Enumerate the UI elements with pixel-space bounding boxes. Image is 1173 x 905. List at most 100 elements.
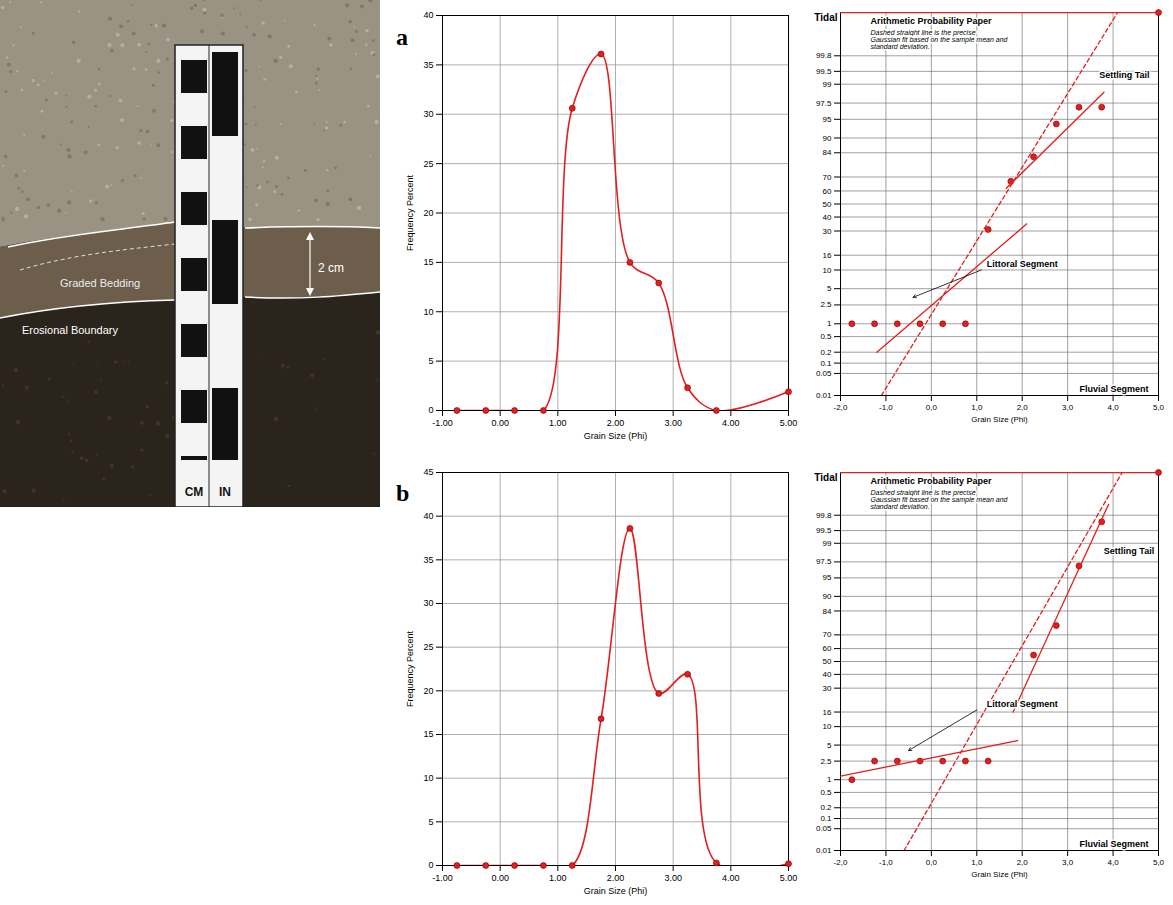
svg-text:Grain Size (Phi): Grain Size (Phi) [971,415,1028,424]
svg-text:5: 5 [428,817,433,827]
svg-text:95: 95 [823,115,832,124]
svg-text:Dashed straight line is the pr: Dashed straight line is the preciseGauss… [871,29,1009,50]
svg-text:45: 45 [423,467,433,477]
svg-text:35: 35 [423,555,433,565]
svg-text:30: 30 [823,227,832,236]
svg-text:Fluvial Segment: Fluvial Segment [1079,839,1148,849]
svg-text:0.2: 0.2 [820,348,832,357]
svg-text:4.00: 4.00 [722,418,740,428]
svg-text:0: 0 [428,405,433,415]
svg-text:60: 60 [823,187,832,196]
svg-text:0.05: 0.05 [816,824,832,833]
svg-text:-1.00: -1.00 [432,418,453,428]
svg-text:40: 40 [423,511,433,521]
svg-text:1.00: 1.00 [549,873,567,883]
svg-text:5: 5 [428,356,433,366]
svg-text:3,0: 3,0 [1062,403,1074,412]
svg-text:16: 16 [823,708,832,717]
svg-text:IN: IN [219,485,231,499]
svg-text:Tidal: Tidal [814,472,837,483]
svg-text:0.1: 0.1 [820,814,832,823]
svg-text:84: 84 [823,607,832,616]
svg-text:25: 25 [423,642,433,652]
svg-text:2,0: 2,0 [1017,858,1029,867]
svg-text:10: 10 [423,773,433,783]
svg-text:Dashed straight line is the pr: Dashed straight line is the preciseGauss… [871,489,1009,510]
svg-text:35: 35 [423,60,433,70]
svg-text:Settling Tail: Settling Tail [1099,70,1149,80]
svg-text:5,0: 5,0 [1153,858,1165,867]
svg-text:25: 25 [423,159,433,169]
svg-text:16: 16 [823,251,832,260]
svg-text:-2,0: -2,0 [834,403,848,412]
svg-text:4,0: 4,0 [1108,403,1120,412]
svg-text:Littoral Segment: Littoral Segment [987,699,1058,709]
svg-text:2 cm: 2 cm [318,261,344,275]
svg-text:84: 84 [823,148,832,157]
svg-text:-1,0: -1,0 [879,403,893,412]
svg-text:2.00: 2.00 [607,418,625,428]
svg-text:2,0: 2,0 [1017,403,1029,412]
svg-text:30: 30 [423,598,433,608]
svg-text:30: 30 [823,684,832,693]
svg-text:Graded Bedding: Graded Bedding [60,277,140,289]
svg-text:Frequency Percent: Frequency Percent [405,174,415,251]
svg-text:-2,0: -2,0 [834,858,848,867]
svg-text:1.00: 1.00 [549,418,567,428]
svg-text:0.5: 0.5 [820,332,832,341]
svg-text:Frequency Percent: Frequency Percent [405,630,415,707]
svg-text:90: 90 [823,134,832,143]
svg-text:-1,0: -1,0 [879,858,893,867]
svg-text:-1.00: -1.00 [432,873,453,883]
svg-text:5: 5 [827,741,832,750]
svg-text:0,0: 0,0 [926,403,938,412]
svg-text:Settling Tail: Settling Tail [1104,546,1154,556]
svg-text:0.01: 0.01 [816,391,832,400]
svg-text:4,0: 4,0 [1108,858,1120,867]
svg-text:10: 10 [823,722,832,731]
svg-text:5.00: 5.00 [780,873,798,883]
svg-text:15: 15 [423,729,433,739]
svg-text:99.5: 99.5 [816,526,832,535]
svg-text:40: 40 [823,670,832,679]
svg-text:0,0: 0,0 [926,858,938,867]
svg-text:1: 1 [827,319,832,328]
svg-text:40: 40 [423,10,433,20]
svg-text:1: 1 [827,775,832,784]
svg-text:50: 50 [823,200,832,209]
svg-text:97.5: 97.5 [816,557,832,566]
svg-text:0.2: 0.2 [820,803,832,812]
svg-text:95: 95 [823,573,832,582]
svg-text:50: 50 [823,657,832,666]
svg-text:3.00: 3.00 [664,418,682,428]
svg-text:Tidal: Tidal [814,12,837,23]
svg-text:99.8: 99.8 [816,511,832,520]
svg-text:0.00: 0.00 [491,873,509,883]
svg-text:70: 70 [823,173,832,182]
svg-text:99: 99 [823,80,832,89]
svg-text:40: 40 [823,213,832,222]
svg-text:70: 70 [823,630,832,639]
svg-text:5.00: 5.00 [780,418,798,428]
svg-text:1,0: 1,0 [971,858,983,867]
svg-text:99.8: 99.8 [816,51,832,60]
svg-text:Arithmetic Probability Paper: Arithmetic Probability Paper [871,476,993,486]
svg-text:Grain Size (Phi): Grain Size (Phi) [971,870,1028,879]
svg-text:99: 99 [823,539,832,548]
svg-text:0.1: 0.1 [820,359,832,368]
svg-text:1,0: 1,0 [971,403,983,412]
svg-text:Erosional Boundary: Erosional Boundary [22,324,119,336]
svg-text:0.05: 0.05 [816,369,832,378]
svg-text:15: 15 [423,257,433,267]
svg-text:Grain Size (Phi): Grain Size (Phi) [584,886,648,896]
svg-text:3,0: 3,0 [1062,858,1074,867]
svg-text:99.5: 99.5 [816,67,832,76]
svg-text:10: 10 [823,266,832,275]
svg-text:60: 60 [823,644,832,653]
svg-text:30: 30 [423,109,433,119]
svg-text:3.00: 3.00 [664,873,682,883]
svg-text:20: 20 [423,208,433,218]
svg-text:97.5: 97.5 [816,99,832,108]
svg-text:0.5: 0.5 [820,788,832,797]
svg-text:0: 0 [428,860,433,870]
